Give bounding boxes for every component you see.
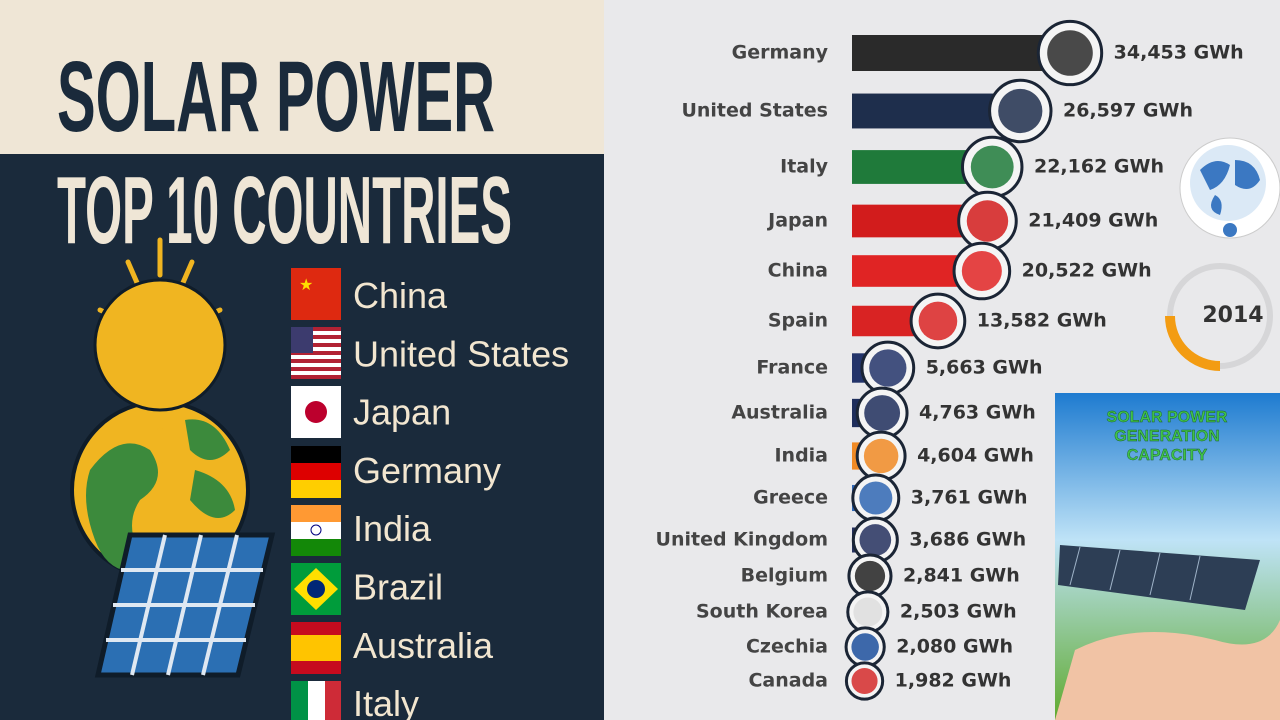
value-label: 3,686 GWh — [909, 529, 1026, 551]
value-label: 4,763 GWh — [919, 402, 1036, 424]
ad-image: SOLAR POWER GENERATION CAPACITY — [1055, 393, 1280, 720]
value-label: 1,982 GWh — [895, 670, 1012, 692]
flag-color — [1047, 30, 1093, 76]
ad-line: GENERATION — [1114, 428, 1219, 445]
ad-line: SOLAR POWER — [1107, 409, 1228, 426]
category-label: India — [774, 445, 828, 467]
category-label: Spain — [768, 310, 828, 332]
value-label: 20,522 GWh — [1022, 260, 1152, 282]
category-label: United Kingdom — [656, 529, 828, 551]
value-label: 21,409 GWh — [1028, 210, 1158, 232]
title-band — [0, 0, 604, 154]
category-label: Germany — [732, 42, 829, 64]
value-label: 22,162 GWh — [1034, 156, 1164, 178]
bar-chart: Germany 34,453 GWh United States 26,597 GWh… — [656, 19, 1244, 701]
svg-text:★: ★ — [299, 277, 313, 294]
illustration — [70, 237, 276, 678]
value-label: 2,503 GWh — [900, 601, 1017, 623]
category-label: France — [756, 357, 828, 379]
category-label: Greece — [753, 487, 828, 509]
category-label: Japan — [766, 210, 828, 232]
left-country: China — [353, 275, 448, 316]
category-label: Czechia — [746, 636, 828, 658]
flag-color — [863, 438, 899, 474]
value-label: 2,080 GWh — [896, 636, 1013, 658]
country-list: China United States Japan Germany India Brazi… — [353, 275, 569, 720]
left-country: Australia — [353, 625, 494, 666]
left-country: India — [353, 508, 432, 549]
flag-color — [859, 481, 893, 515]
left-title: SOLAR POWER — [57, 41, 495, 153]
category-label: United States — [681, 100, 828, 122]
category-label: Belgium — [741, 565, 828, 587]
ad-line: CAPACITY — [1127, 447, 1208, 464]
flag-color — [851, 633, 879, 661]
left-country: Brazil — [353, 567, 443, 608]
value-label: 26,597 GWh — [1063, 100, 1193, 122]
flag-color — [918, 301, 958, 341]
flags: ★ — [291, 268, 341, 720]
value-label: 2,841 GWh — [903, 565, 1020, 587]
category-label: China — [768, 260, 828, 282]
year-dial: 2014 — [1165, 263, 1273, 371]
flag-color — [966, 200, 1009, 242]
left-country: Germany — [353, 450, 501, 491]
flag-color — [854, 560, 886, 592]
left-country: Italy — [353, 683, 419, 720]
value-label: 5,663 GWh — [926, 357, 1043, 379]
category-label: Italy — [780, 156, 828, 178]
flag-color — [853, 597, 883, 627]
category-label: Canada — [748, 670, 828, 692]
value-label: 4,604 GWh — [917, 445, 1034, 467]
left-panel: SOLAR POWER TOP 10 COUNTRIES ★ — [0, 0, 604, 720]
category-label: Australia — [731, 402, 828, 424]
left-subtitle: TOP 10 COUNTRIES — [57, 157, 512, 264]
flag-color — [998, 88, 1043, 134]
category-label: South Korea — [696, 601, 828, 623]
value-label: 34,453 GWh — [1114, 42, 1244, 64]
flag-color — [851, 667, 878, 695]
left-country: Japan — [353, 392, 451, 433]
flag-color — [869, 349, 907, 387]
year-label: 2014 — [1202, 303, 1263, 328]
flag-color — [970, 145, 1014, 189]
flag-color — [864, 395, 901, 431]
flag-color — [961, 250, 1002, 292]
left-country: United States — [353, 333, 569, 374]
flag-color — [859, 524, 892, 556]
bar — [852, 35, 1070, 71]
value-label: 3,761 GWh — [911, 487, 1028, 509]
globe-logo — [1179, 137, 1280, 239]
value-label: 13,582 GWh — [977, 310, 1107, 332]
